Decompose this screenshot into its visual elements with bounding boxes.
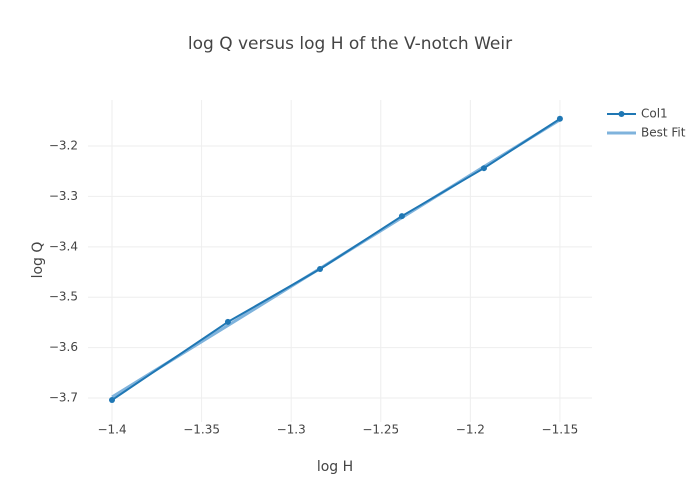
y-axis-title: log Q xyxy=(30,242,46,279)
x-tick-label: −1.2 xyxy=(456,423,485,437)
point xyxy=(556,115,563,122)
x-tick-label: −1.25 xyxy=(362,423,399,437)
point xyxy=(398,213,405,220)
point xyxy=(480,165,487,172)
legend-label: Best Fit xyxy=(641,126,686,140)
x-axis-title: log H xyxy=(317,459,353,475)
point xyxy=(109,397,116,404)
x-tick-label: −1.3 xyxy=(277,423,306,437)
y-tick-label: −3.5 xyxy=(49,290,78,304)
y-tick-label: −3.7 xyxy=(49,391,78,405)
x-tick-label: −1.4 xyxy=(97,423,126,437)
y-tick-label: −3.3 xyxy=(49,189,78,203)
y-tick-label: −3.4 xyxy=(49,239,78,253)
x-tick-label: −1.35 xyxy=(183,423,220,437)
legend-label: Col1 xyxy=(641,107,668,121)
point xyxy=(317,265,324,272)
y-tick-label: −3.6 xyxy=(49,340,78,354)
x-tick-label: −1.15 xyxy=(542,423,579,437)
series-line xyxy=(111,117,561,401)
point xyxy=(224,318,231,325)
chart-title: log Q versus log H of the V-notch Weir xyxy=(188,34,512,54)
legend-marker xyxy=(618,111,625,117)
y-tick-label: −3.2 xyxy=(49,139,78,153)
